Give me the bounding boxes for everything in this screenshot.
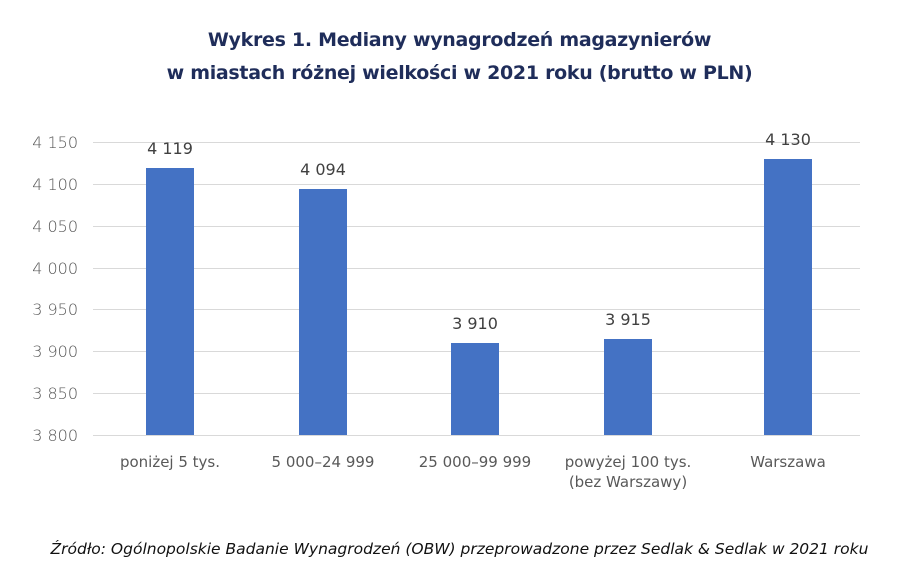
x-category-line2: (bez Warszawy)	[568, 473, 688, 491]
chart-title-line1: Wykres 1. Mediany wynagrodzeń magazynier…	[207, 29, 712, 51]
bar	[764, 158, 812, 435]
x-category-label: 5 000–24 999	[248, 452, 398, 472]
bar	[299, 188, 347, 435]
y-tick: 4 100	[32, 175, 78, 194]
gridline	[93, 268, 860, 269]
data-label: 4 119	[147, 138, 193, 158]
y-tick: 3 800	[32, 426, 78, 445]
data-label: 4 094	[300, 159, 346, 179]
chart-title-line2: w miastach różnej wielkości w 2021 roku …	[166, 62, 753, 84]
gridline	[93, 142, 860, 143]
x-category-label: poniżej 5 tys.	[95, 452, 245, 472]
source-note: Źródło: Ogólnopolskie Badanie Wynagrodze…	[50, 540, 869, 558]
x-category-line1: powyżej 100 tys.	[564, 453, 692, 471]
y-tick: 4 150	[32, 133, 78, 152]
x-category-line1: 5 000–24 999	[271, 453, 375, 471]
data-label: 3 915	[605, 309, 651, 329]
bar	[146, 167, 194, 435]
bar	[604, 338, 652, 435]
x-axis-line	[93, 435, 860, 436]
x-category-label: powyżej 100 tys. (bez Warszawy)	[553, 452, 703, 492]
gridline	[93, 226, 860, 227]
gridline	[93, 309, 860, 310]
x-category-label: Warszawa	[713, 452, 863, 472]
y-tick: 3 950	[32, 300, 78, 319]
data-label: 4 130	[765, 129, 811, 149]
x-category-line1: poniżej 5 tys.	[119, 453, 221, 471]
x-category-line1: Warszawa	[750, 453, 826, 471]
bar	[451, 342, 499, 435]
y-tick: 4 050	[32, 217, 78, 236]
y-tick: 4 000	[32, 259, 78, 278]
x-category-label: 25 000–99 999	[400, 452, 550, 472]
gridline	[93, 184, 860, 185]
y-tick: 3 900	[32, 342, 78, 361]
x-category-line1: 25 000–99 999	[418, 453, 532, 471]
data-label: 3 910	[452, 313, 498, 333]
y-tick: 3 850	[32, 384, 78, 403]
